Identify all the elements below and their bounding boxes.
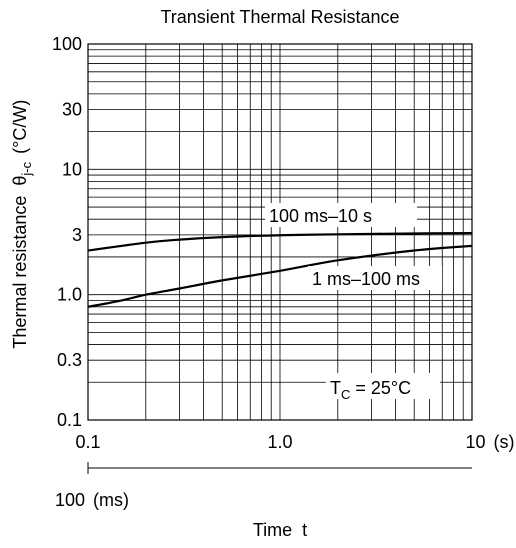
plot-frame [87,43,473,421]
annotation-background [265,203,417,227]
annotation-s2: 1 ms–100 ms [312,269,420,289]
grid [88,44,472,420]
y-tick-label: 100 [52,34,82,54]
y-tick-label: 30 [62,100,82,120]
x-unit-milliseconds: (ms) [93,490,129,510]
x-unit-seconds: (s) [494,432,515,452]
x2-tick-label: 100 (ms) [55,490,129,510]
chart-title: Transient Thermal Resistance [160,7,399,27]
x-axis-label: Time t [253,520,307,540]
y-axis-label-unit: (°C/W) [10,100,30,154]
secondary-x-axis: 1.010100(ms) [55,462,472,510]
annotation-tc: TC = 25°C [330,378,411,402]
x-tick-label: 1.0 [267,432,292,452]
x-tick-label: 10 (s) [465,432,514,452]
y-tick-labels: 0.1 0.3 1.0 3 10 30 100 [52,34,82,430]
series-labels: 100 ms–10 s 1 ms–100 ms TC = 25°C [265,203,442,402]
annotation-subscript: C [341,387,350,402]
y-tick-label: 0.1 [57,410,82,430]
annotation-text: 1 ms–100 ms [312,269,420,289]
x-tick-labels: 0.1 1.0 10 (s) [75,432,514,452]
y-tick-label: 10 [62,159,82,179]
annotation-background [326,373,440,399]
y-tick-label: 0.3 [57,350,82,370]
y-tick-label: 1.0 [57,285,82,305]
x-tick-label: 0.1 [75,432,100,452]
y-tick-label: 3 [72,225,82,245]
annotation-text-rest: = 25°C [350,378,411,398]
annotation-s1: 100 ms–10 s [269,206,372,226]
y-axis-label-main: Thermal resistance θ [10,176,30,349]
annotation-text: 100 ms–10 s [269,206,372,226]
series-line-2 [87,244,473,308]
annotation-background [308,266,442,290]
series-curves [87,231,473,308]
y-axis-label-subscript: j-c [19,161,34,176]
series-line-1 [87,231,473,252]
y-axis-label: Thermal resistance θj-c (°C/W) [10,85,34,374]
annotation-text: T [330,378,341,398]
